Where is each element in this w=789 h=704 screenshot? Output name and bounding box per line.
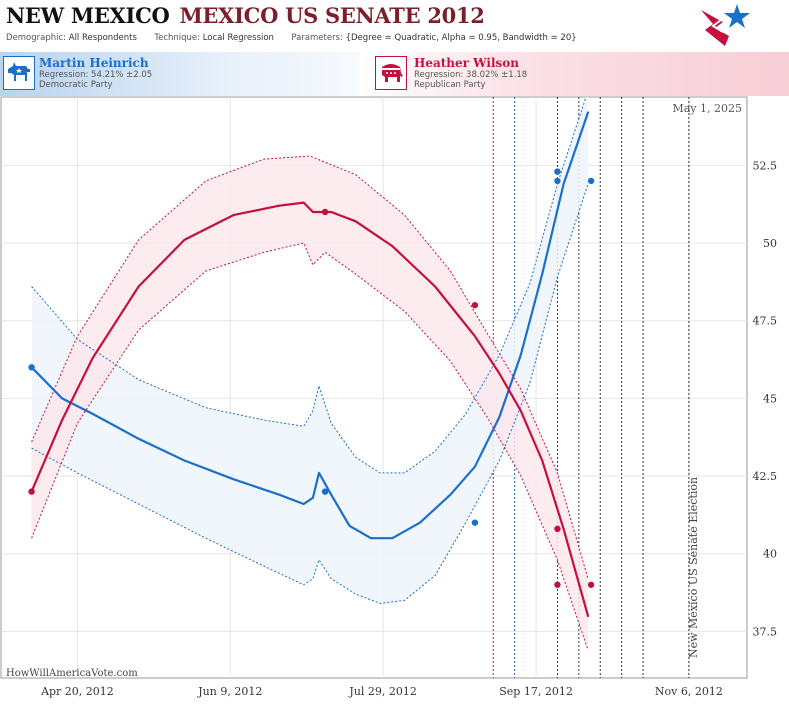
state-title: NEW MEXICO <box>6 3 170 28</box>
rep-poll-point <box>28 488 35 495</box>
elephant-icon <box>375 56 407 90</box>
candidate-bar: Martin Heinrich Regression: 54.21% ±2.05… <box>0 52 789 96</box>
parameters-line: Demographic: All Respondents Technique: … <box>6 33 577 43</box>
dem-candidate-panel <box>0 52 420 96</box>
dem-poll-point <box>28 364 35 371</box>
rep-poll-point <box>587 581 595 588</box>
parameters-label: Parameters: <box>291 33 343 43</box>
dem-regression-line <box>30 111 590 540</box>
site-credit: HowWillAmericaVote.com <box>6 668 138 679</box>
race-title: MEXICO US SENATE 2012 <box>179 3 485 28</box>
election-label: New Mexico US Senate Election <box>687 477 700 658</box>
rep-lower-bound <box>31 242 589 651</box>
dem-poll-point <box>471 519 479 526</box>
technique-label: Technique: <box>154 33 201 43</box>
rep-poll-point <box>554 581 561 588</box>
demographic-label: Demographic: <box>6 33 67 43</box>
x-tick-label: Jun 9, 2012 <box>197 685 262 698</box>
y-tick-label: 40 <box>763 548 777 561</box>
plot-content <box>28 97 690 678</box>
y-tick-label: 47.5 <box>753 315 778 328</box>
rep-confidence-band <box>31 156 589 650</box>
regression-chart: Apr 20, 2012 Jun 9, 2012 Jul 29, 2012 Sep 1… <box>0 96 778 698</box>
current-date-label: May 1, 2025 <box>672 102 742 115</box>
star-logo-icon <box>701 4 750 46</box>
y-tick-label: 52.5 <box>753 159 778 172</box>
dem-upper-bound <box>31 97 587 474</box>
rep-poll-point <box>321 208 329 216</box>
dem-poll-point <box>587 177 595 185</box>
dem-regression: Regression: 54.21% ±2.05 <box>39 70 153 80</box>
rep-upper-bound <box>31 155 589 579</box>
y-tick-label: 50 <box>763 237 777 250</box>
y-tick-label: 45 <box>763 392 777 405</box>
dem-confidence-band <box>31 97 588 604</box>
rep-candidate-panel <box>360 52 789 96</box>
rep-poll-point <box>471 301 479 309</box>
dem-candidate-name: Martin Heinrich <box>39 56 149 70</box>
y-tick-label: 42.5 <box>753 470 778 483</box>
dem-lower-bound <box>31 183 589 604</box>
x-tick-label: Jul 29, 2012 <box>348 685 417 698</box>
page-title: NEW MEXICO MEXICO US SENATE 2012 <box>6 3 485 28</box>
technique-value: Local Regression <box>202 33 274 43</box>
dem-party: Democratic Party <box>39 80 113 90</box>
x-tick-label: Apr 20, 2012 <box>40 685 114 698</box>
page-header: NEW MEXICO MEXICO US SENATE 2012 Demograp… <box>0 0 789 52</box>
rep-party: Republican Party <box>414 80 486 90</box>
rep-candidate-name: Heather Wilson <box>414 56 520 70</box>
dem-poll-point <box>554 177 561 185</box>
y-tick-label: 37.5 <box>753 625 778 638</box>
rep-poll-point <box>554 525 561 533</box>
x-tick-label: Sep 17, 2012 <box>499 685 573 698</box>
dem-poll-point <box>554 168 561 175</box>
x-tick-label: Nov 6, 2012 <box>655 685 723 698</box>
donkey-icon <box>3 56 35 90</box>
dem-poll-point <box>321 488 329 495</box>
parameters-value: {Degree = Quadratic, Alpha = 0.95, Bandw… <box>345 33 577 43</box>
rep-regression: Regression: 38.02% ±1.18 <box>414 70 528 80</box>
demographic-value: All Respondents <box>68 33 137 43</box>
